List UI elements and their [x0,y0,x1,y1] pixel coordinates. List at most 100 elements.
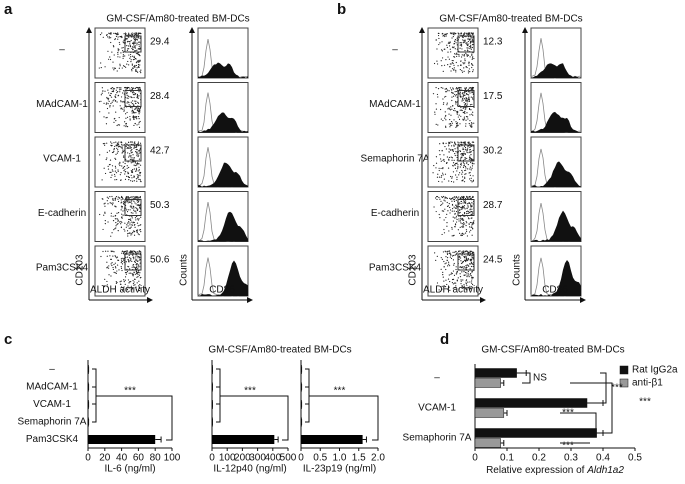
cell-dot [441,181,442,182]
cell-dot [472,196,473,197]
cell-dot [461,203,462,204]
cell-dot [118,141,119,142]
cell-dot [140,197,141,198]
cell-dot [436,211,437,212]
cell-dot [438,181,439,182]
cell-dot [465,167,466,168]
cell-dot [443,159,444,160]
cell-dot [125,87,126,88]
cell-dot [122,258,123,259]
cell-dot [468,47,469,48]
cell-dot [140,172,141,173]
cell-dot [134,202,135,203]
cell-dot [467,197,468,198]
cell-dot [120,105,121,106]
cell-dot [130,56,131,57]
cell-dot [468,101,469,102]
cell-dot [111,143,112,144]
cell-dot [127,165,128,166]
cell-dot [121,268,122,269]
cell-dot [116,179,117,180]
cell-dot [126,112,127,113]
cell-dot [131,196,132,197]
cell-dot [452,105,453,106]
cell-dot [121,281,122,282]
cell-dot [465,109,466,110]
cell-dot [437,96,438,97]
cell-dot [108,166,109,167]
cell-dot [461,271,462,272]
cell-dot [136,97,137,98]
cell-dot [468,32,469,33]
cell-dot [469,159,470,160]
cell-dot [123,203,124,204]
cell-dot [118,144,119,145]
cell-dot [139,211,140,212]
cell-dot [465,104,466,105]
cell-dot [467,103,468,104]
cell-dot [473,163,474,164]
cell-dot [443,229,444,230]
cell-dot [128,197,129,198]
cell-dot [464,71,465,72]
cell-dot [137,261,138,262]
cell-dot [115,68,116,69]
cell-dot [111,215,112,216]
cell-dot [441,204,442,205]
cell-dot [139,49,140,50]
cell-dot [459,145,460,146]
cell-dot [462,171,463,172]
cell-dot [114,146,115,147]
cell-dot [137,174,138,175]
cell-dot [466,150,467,151]
cell-dot [473,58,474,59]
cell-dot [129,146,130,147]
cell-dot [138,155,139,156]
cell-dot [132,208,133,209]
cell-dot [442,35,443,36]
cell-dot [454,255,455,256]
cell-dot [469,178,470,179]
cell-dot [128,173,129,174]
cell-dot [127,230,128,231]
cell-dot [133,44,134,45]
cell-dot [459,206,460,207]
cell-dot [454,206,455,207]
cell-dot [442,57,443,58]
cell-dot [452,282,453,283]
cell-dot [131,172,132,173]
cell-dot [139,251,140,252]
cell-dot [454,211,455,212]
cell-dot [461,281,462,282]
cell-dot [473,222,474,223]
cell-dot [135,37,136,38]
cell-dot [130,220,131,221]
cell-dot [134,279,135,280]
cell-dot [140,217,141,218]
cell-dot [131,226,132,227]
cell-dot [120,281,121,282]
cell-dot [138,113,139,114]
cell-dot [117,87,118,88]
cell-dot [445,59,446,60]
cell-dot [441,60,442,61]
cell-dot [464,54,465,55]
cell-dot [444,178,445,179]
cell-dot [452,87,453,88]
cell-dot [466,222,467,223]
cell-dot [131,96,132,97]
cell-dot [133,97,134,98]
cell-dot [467,282,468,283]
cell-dot [463,112,464,113]
cell-dot [471,151,472,152]
cell-dot [462,54,463,55]
cell-dot [448,264,449,265]
cell-dot [456,123,457,124]
cell-dot [122,92,123,93]
cell-dot [132,92,133,93]
cell-dot [133,43,134,44]
cell-dot [464,208,465,209]
cell-dot [134,176,135,177]
cell-dot [465,173,466,174]
cell-dot [471,275,472,276]
